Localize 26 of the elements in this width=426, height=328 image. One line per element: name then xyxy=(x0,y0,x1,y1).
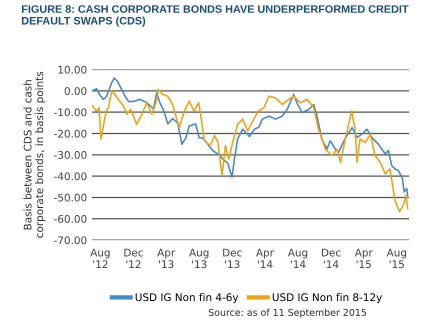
source-note: Source: as of 11 September 2015 xyxy=(208,308,366,318)
line-series xyxy=(92,77,408,196)
y-tick-label: -50.00 xyxy=(54,194,86,202)
x-tick-label: Apr '14 xyxy=(256,248,274,268)
x-tick-label: Aug '12 xyxy=(90,248,110,268)
x-tick-label: Apr '13 xyxy=(157,248,176,268)
line-series xyxy=(92,88,408,213)
legend-label: USD IG Non fin 4-6y xyxy=(136,293,238,304)
y-tick-label: -40.00 xyxy=(54,172,86,180)
y-tick-label: -70.00 xyxy=(54,236,86,244)
x-tick-label: Dec '14 xyxy=(322,248,340,268)
chart-title: FIGURE 8: CASH CORPORATE BONDS HAVE UNDERPERFORMED CREDIT DEFAULT SWAPS (CDS) xyxy=(22,5,408,27)
x-tick-label: Aug '15 xyxy=(386,248,406,268)
x-tick-label: Apr '15 xyxy=(354,248,373,268)
y-tick-label: 0.00 xyxy=(64,87,86,95)
y-tick-label: -10.00 xyxy=(54,108,86,116)
x-tick-label: Aug '14 xyxy=(288,248,308,268)
x-tick-label: Aug '13 xyxy=(189,248,208,268)
y-axis-title: Basis between CDS and cash corporate bonds, in basis points xyxy=(23,72,46,238)
x-tick-label: Dec '12 xyxy=(124,248,143,268)
y-tick-label: 10.00 xyxy=(58,66,86,74)
x-tick-label: Dec '13 xyxy=(223,248,242,268)
y-tick-label: -20.00 xyxy=(54,130,86,138)
y-tick-label: -30.00 xyxy=(54,151,86,159)
y-tick-label: -60.00 xyxy=(54,215,86,223)
legend-label: USD IG Non fin 8-12y xyxy=(272,293,382,304)
